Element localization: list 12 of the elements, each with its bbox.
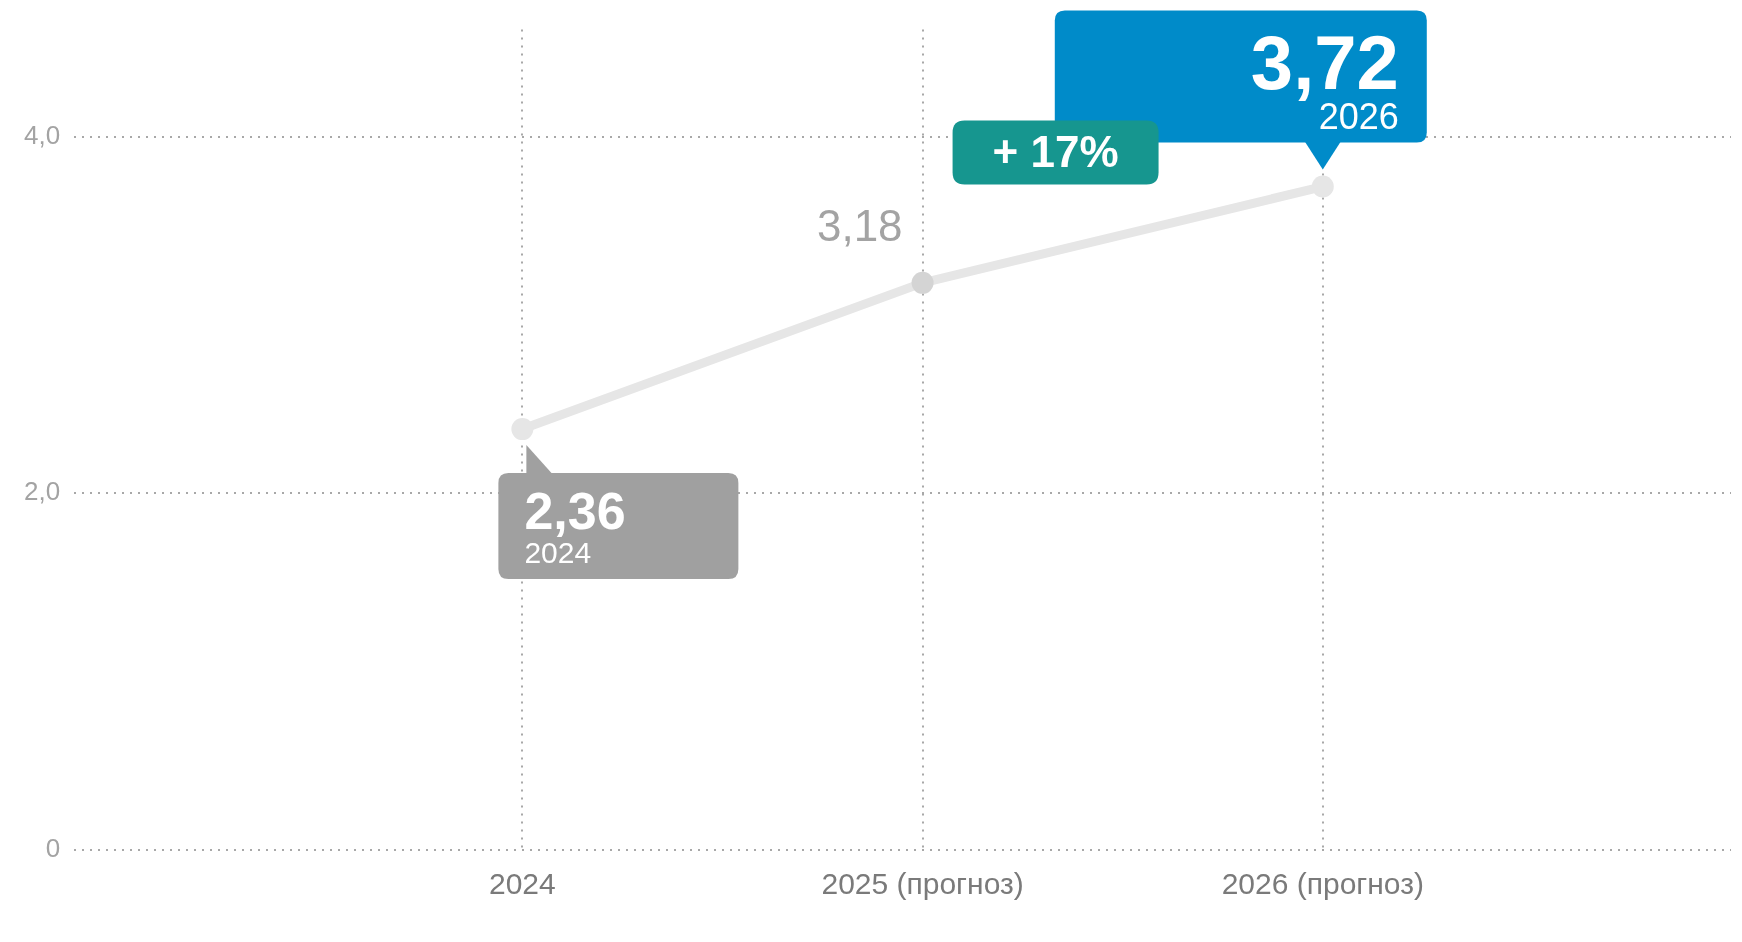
x-tick-label: 2025 (прогноз) bbox=[821, 867, 1024, 901]
point bbox=[911, 271, 934, 294]
annotation: 2026 bbox=[1318, 95, 1399, 137]
x-tick-label: 2026 (прогноз) bbox=[1221, 867, 1424, 901]
y-tick-label: 4,0 bbox=[23, 119, 61, 150]
point bbox=[1311, 175, 1334, 198]
x-tick-label: 2024 bbox=[489, 867, 556, 901]
y-tick-label: 0 bbox=[45, 833, 61, 864]
annotation: + 17% bbox=[992, 126, 1119, 176]
data-label: 3,18 bbox=[816, 200, 903, 250]
point bbox=[511, 418, 534, 441]
y-tick-label: 2,0 bbox=[23, 476, 61, 507]
